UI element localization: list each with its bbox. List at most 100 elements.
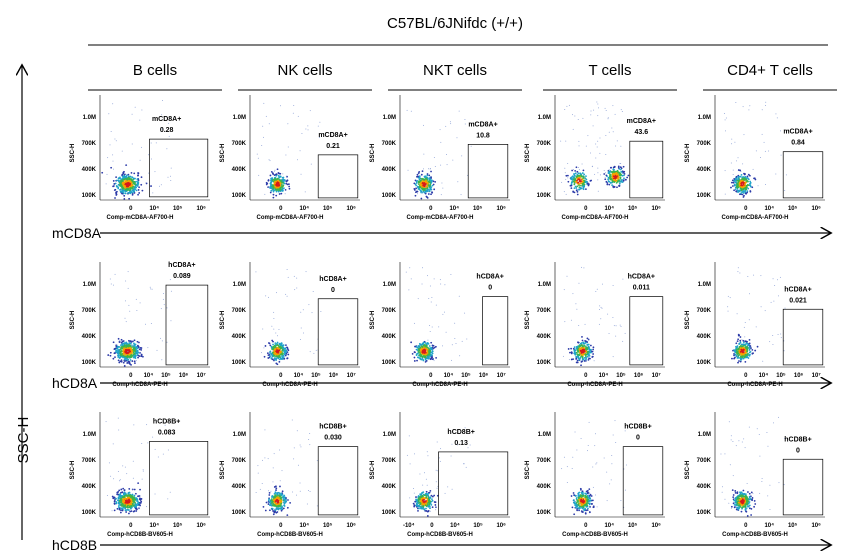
cell-dot	[418, 349, 421, 352]
cell-dot	[280, 508, 283, 511]
cell-dot	[596, 288, 598, 290]
y-tick-label: 100K	[537, 193, 552, 199]
cell-dot	[749, 180, 752, 183]
cell-dot	[570, 358, 573, 361]
y-tick-label: 700K	[382, 141, 397, 147]
cell-dot	[277, 344, 280, 347]
cell-dot	[127, 496, 130, 499]
cell-dot	[585, 493, 588, 495]
cell-dot	[132, 351, 135, 354]
cell-dot	[428, 502, 431, 505]
cell-dot	[737, 157, 739, 159]
x-tick-label: 10⁵	[161, 373, 171, 379]
cell-dot	[283, 357, 286, 360]
cell-dot	[137, 354, 140, 357]
cell-dot	[133, 488, 136, 491]
cell-dot	[309, 432, 311, 434]
cell-dot	[117, 471, 119, 473]
cell-dot	[732, 169, 734, 171]
cell-dot	[423, 180, 425, 183]
cell-dot	[438, 457, 440, 459]
cell-dot	[132, 190, 135, 193]
cell-dot	[170, 179, 172, 181]
cell-dot	[737, 333, 740, 336]
cell-dot	[271, 495, 274, 498]
y-tick-label: 400K	[82, 334, 97, 340]
y-tick-label: 400K	[382, 167, 397, 173]
cell-dot	[575, 347, 578, 350]
cell-dot	[608, 333, 610, 335]
panel-x-label: Comp-hCD8A-PE-H	[727, 382, 782, 388]
cell-dot	[137, 174, 139, 177]
cell-dot	[283, 505, 286, 507]
gate	[482, 296, 509, 366]
cell-dot	[119, 511, 122, 514]
cell-dot	[581, 344, 583, 346]
cell-dot	[296, 494, 298, 496]
gate	[782, 151, 824, 199]
cell-dot	[272, 350, 274, 352]
cell-dot	[749, 105, 751, 107]
cell-dot	[279, 480, 281, 482]
cell-dot	[275, 353, 278, 356]
cell-dot	[121, 150, 123, 152]
axis-label: SSC-H	[15, 417, 32, 464]
cell-dot	[122, 356, 124, 359]
cell-dot	[597, 103, 599, 105]
cell-dot	[141, 478, 143, 480]
cell-dot	[108, 462, 110, 464]
cell-dot	[573, 183, 576, 186]
cell-dot	[281, 506, 284, 509]
cell-dot	[128, 355, 131, 358]
cell-dot	[424, 358, 427, 361]
cell-dot	[735, 346, 738, 349]
cell-dot	[578, 354, 581, 357]
cell-dot	[120, 499, 123, 502]
cell-dot	[427, 500, 430, 503]
cell-dot	[747, 357, 750, 359]
cell-dot	[434, 504, 437, 506]
cell-dot	[135, 497, 138, 500]
cell-dot	[749, 190, 752, 192]
cell-dot	[576, 179, 578, 182]
cell-dot	[746, 190, 749, 193]
cell-dot	[272, 189, 275, 192]
cell-dot	[270, 179, 272, 182]
cell-dot	[120, 504, 123, 507]
cell-dot	[125, 164, 128, 167]
cell-dot	[274, 491, 277, 493]
cell-dot	[735, 354, 738, 357]
cell-dot	[614, 176, 616, 178]
cell-dot	[128, 509, 130, 511]
cell-dot	[131, 498, 134, 501]
cell-dot	[619, 324, 621, 326]
cell-dot	[127, 180, 130, 183]
cell-dot	[427, 191, 429, 193]
cell-dot	[124, 173, 126, 176]
cell-dot	[577, 357, 580, 360]
cell-dot	[118, 429, 120, 431]
y-tick-label: 1.0M	[383, 282, 396, 288]
cell-dot	[130, 179, 133, 182]
cell-dot	[414, 179, 417, 182]
y-tick-label: 400K	[697, 334, 712, 340]
cell-dot	[162, 292, 164, 294]
cell-dot	[576, 308, 578, 310]
cell-dot	[734, 353, 737, 356]
y-tick-label: 1.0M	[233, 432, 246, 438]
cell-dot	[170, 175, 172, 177]
cell-dot	[317, 125, 319, 127]
cell-dot	[133, 181, 136, 183]
cell-dot	[296, 159, 298, 161]
cell-dot	[773, 300, 775, 302]
x-tick-label: 10⁵	[173, 523, 183, 529]
cell-dot	[148, 172, 150, 174]
cell-dot	[415, 187, 418, 190]
cell-dot	[265, 501, 268, 504]
cell-dot	[590, 351, 592, 354]
cell-dot	[750, 347, 752, 349]
cell-dot	[623, 177, 625, 180]
cell-dot	[738, 343, 740, 345]
cell-dot	[742, 349, 745, 352]
